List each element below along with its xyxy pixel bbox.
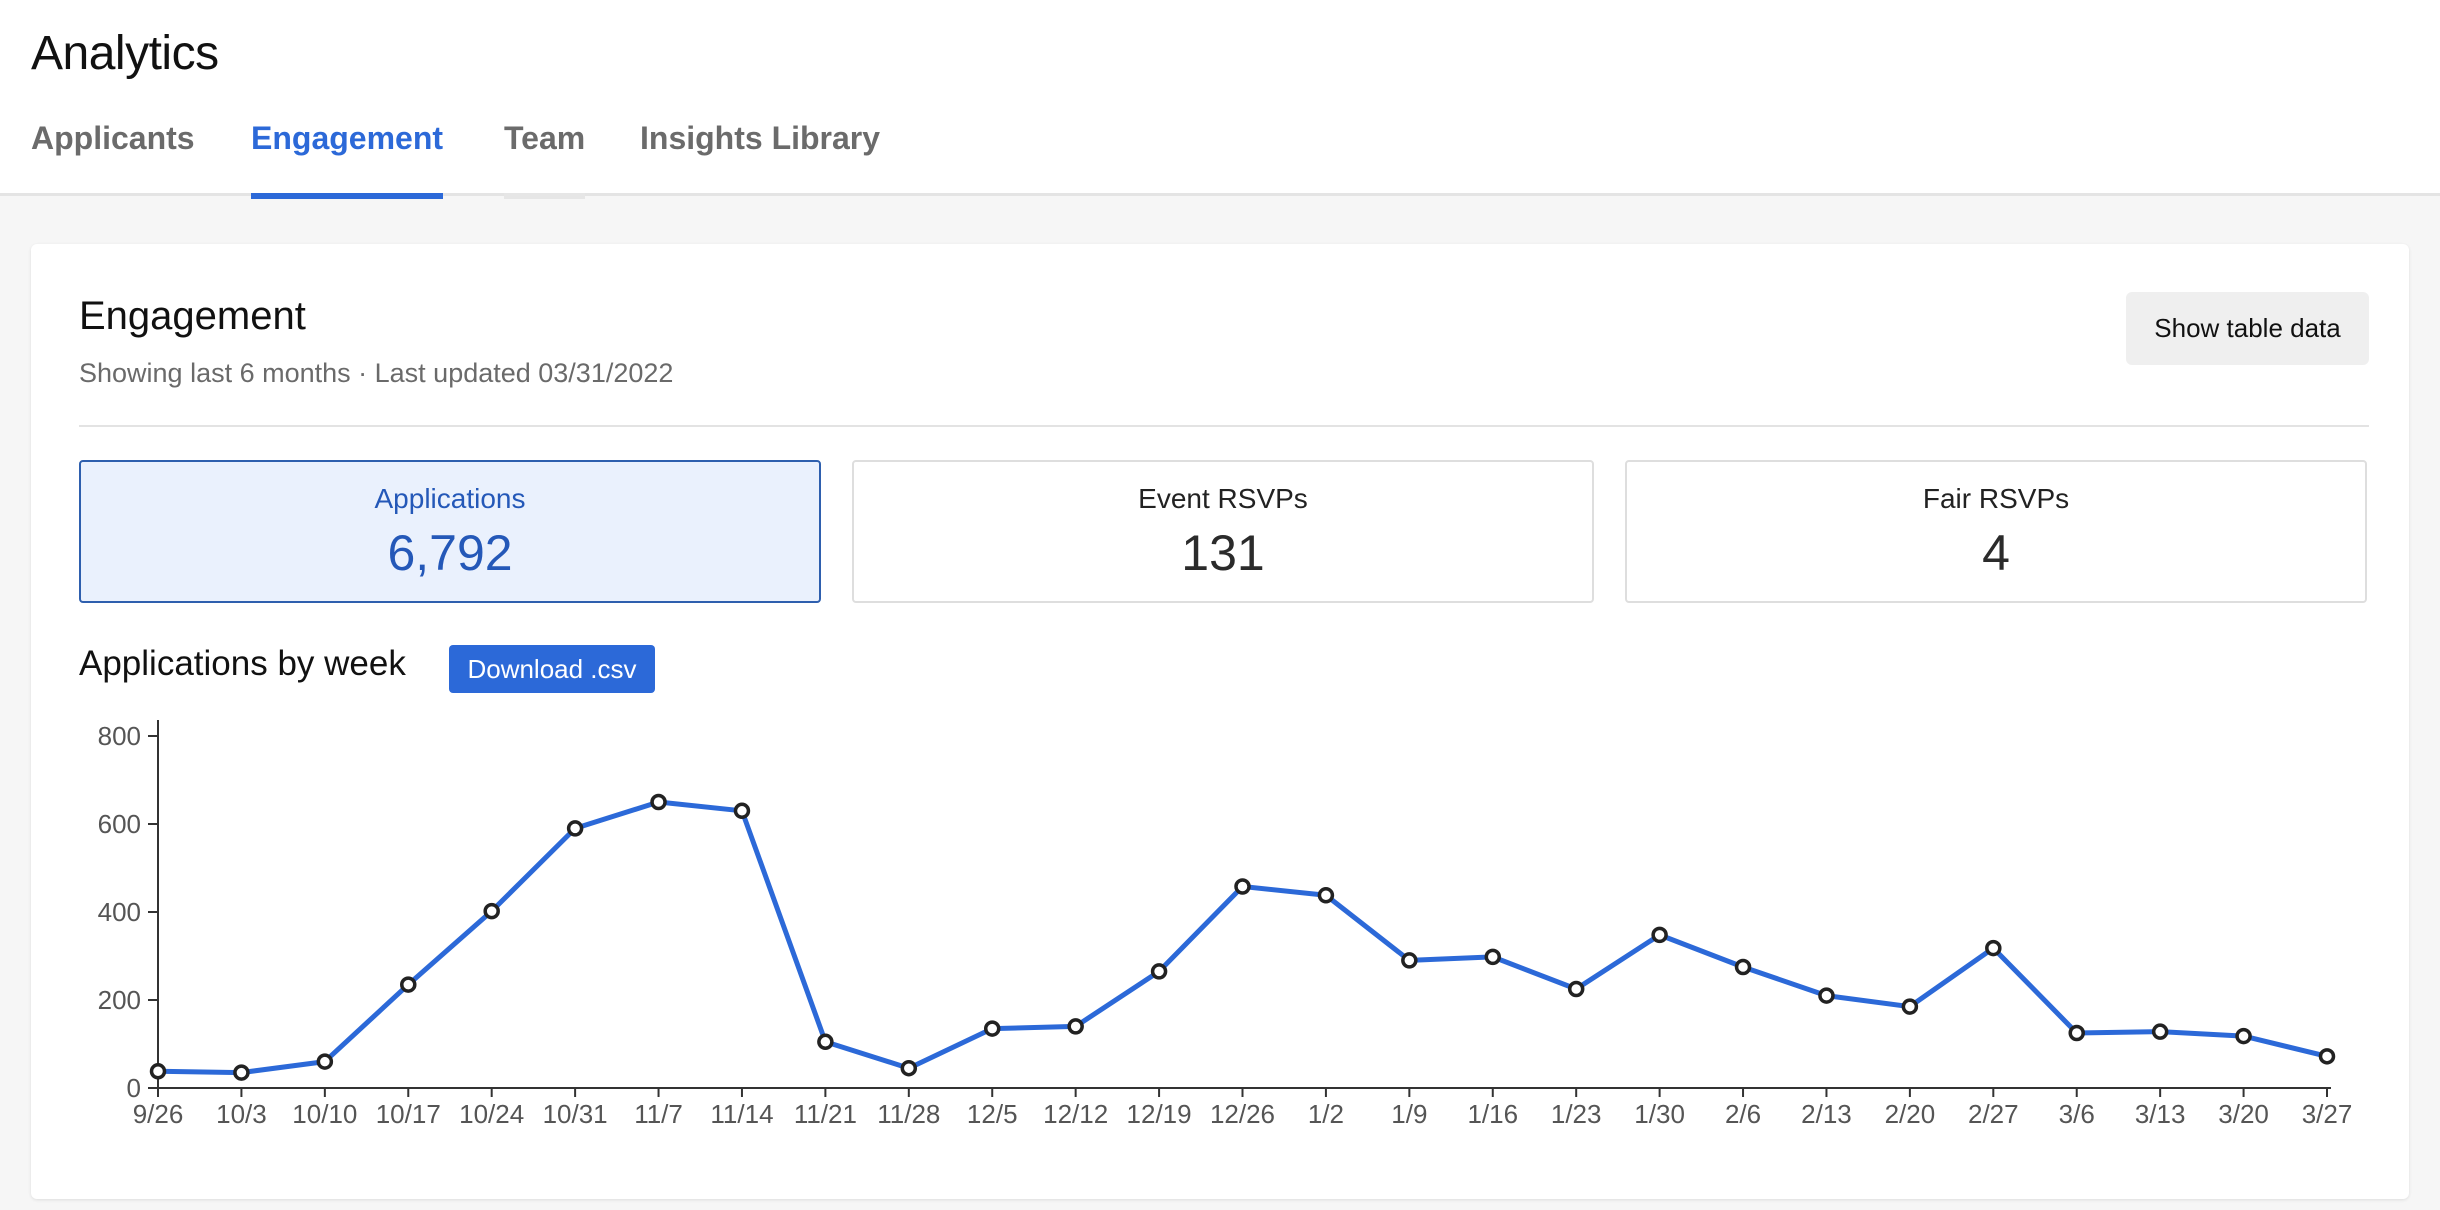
- x-tick-label: 2/13: [1801, 1099, 1852, 1129]
- stat-card-event-rsvps[interactable]: Event RSVPs 131: [852, 460, 1594, 603]
- data-point[interactable]: [233, 1064, 250, 1081]
- data-point[interactable]: [1985, 939, 2002, 957]
- data-point[interactable]: [400, 976, 417, 993]
- x-tick-label: 10/31: [543, 1099, 608, 1129]
- x-tick-label: 9/26: [133, 1099, 184, 1129]
- data-point[interactable]: [316, 1053, 334, 1070]
- x-tick-label: 10/3: [216, 1099, 267, 1129]
- tab-label: Engagement: [251, 120, 444, 156]
- section-title: Engagement: [79, 294, 306, 338]
- data-point[interactable]: [566, 820, 584, 837]
- chart-title: Applications by week: [79, 644, 406, 683]
- x-tick-label: 1/2: [1308, 1099, 1344, 1129]
- download-csv-button[interactable]: Download .csv: [449, 645, 655, 693]
- data-point[interactable]: [983, 1020, 1001, 1037]
- x-tick-label: 3/27: [2302, 1099, 2353, 1129]
- x-tick-label: 12/5: [967, 1099, 1018, 1129]
- data-point[interactable]: [650, 793, 667, 811]
- stat-value: 6,792: [387, 525, 513, 581]
- top-bar: Analytics Applicants Engagement Team Ins…: [0, 0, 2440, 199]
- data-point[interactable]: [1901, 998, 1919, 1015]
- y-tick-label: 400: [98, 897, 141, 927]
- x-tick-label: 10/10: [292, 1099, 357, 1129]
- x-tick-label: 1/30: [1634, 1099, 1685, 1129]
- data-point[interactable]: [1651, 926, 1668, 944]
- tab-engagement[interactable]: Engagement: [251, 120, 444, 199]
- data-point[interactable]: [1484, 948, 1502, 966]
- section-subtitle: Showing last 6 months · Last updated 03/…: [79, 358, 674, 388]
- stat-value: 131: [1181, 525, 1265, 581]
- stat-card-applications[interactable]: Applications 6,792: [79, 460, 821, 603]
- x-tick-label: 2/20: [1885, 1099, 1936, 1129]
- data-point[interactable]: [2151, 1023, 2169, 1040]
- stat-value: 4: [1982, 525, 2010, 581]
- x-tick-label: 11/7: [634, 1099, 683, 1129]
- page-title: Analytics: [31, 27, 219, 80]
- data-point[interactable]: [1567, 980, 1585, 998]
- data-point[interactable]: [2068, 1024, 2085, 1042]
- data-point[interactable]: [2235, 1027, 2252, 1045]
- data-point[interactable]: [733, 802, 751, 820]
- x-tick-label: 1/9: [1391, 1099, 1427, 1129]
- tab-label: Applicants: [31, 120, 195, 156]
- series-line-applications: [155, 799, 2330, 1076]
- tab-underline: [31, 193, 195, 199]
- data-point[interactable]: [1734, 958, 1752, 976]
- x-tick-label: 10/17: [376, 1099, 441, 1129]
- stat-card-fair-rsvps[interactable]: Fair RSVPs 4: [1625, 460, 2367, 603]
- data-point[interactable]: [149, 1063, 167, 1080]
- y-tick-label: 600: [98, 809, 141, 839]
- show-table-data-button[interactable]: Show table data: [2126, 292, 2369, 365]
- x-tick-label: 12/12: [1043, 1099, 1108, 1129]
- tab-team[interactable]: Team: [504, 120, 586, 199]
- data-point[interactable]: [2318, 1048, 2336, 1065]
- tab-insights-library[interactable]: Insights Library: [640, 120, 880, 196]
- x-tick-label: 11/28: [877, 1099, 940, 1129]
- stat-label: Event RSVPs: [1138, 483, 1308, 514]
- x-tick-label: 12/26: [1210, 1099, 1275, 1129]
- x-tick-label: 1/23: [1551, 1099, 1602, 1129]
- x-tick-label: 3/13: [2135, 1099, 2186, 1129]
- stat-label: Applications: [374, 483, 526, 514]
- data-point[interactable]: [1067, 1018, 1084, 1035]
- x-tick-label: 2/27: [1968, 1099, 2019, 1129]
- x-tick-label: 11/21: [794, 1099, 857, 1129]
- tab-applicants[interactable]: Applicants: [31, 120, 195, 196]
- tab-underline: [640, 193, 880, 199]
- y-tick-label: 800: [98, 721, 141, 751]
- x-tick-label: 11/14: [710, 1099, 773, 1129]
- x-tick-label: 10/24: [459, 1099, 524, 1129]
- data-point[interactable]: [817, 1033, 834, 1051]
- y-tick-label: 200: [98, 985, 141, 1015]
- y-tick-label: 0: [127, 1073, 141, 1103]
- tab-underline: [504, 193, 586, 199]
- engagement-card: Engagement Showing last 6 months · Last …: [31, 244, 2409, 1199]
- divider: [79, 425, 2369, 427]
- tab-label: Insights Library: [640, 120, 881, 156]
- data-point[interactable]: [1818, 987, 1835, 1004]
- data-point[interactable]: [1234, 878, 1251, 895]
- x-tick-label: 2/6: [1725, 1099, 1761, 1129]
- data-point[interactable]: [1401, 952, 1418, 969]
- x-tick-label: 3/20: [2218, 1099, 2269, 1129]
- tab-label: Team: [504, 120, 586, 156]
- x-tick-label: 12/19: [1127, 1099, 1192, 1129]
- tab-underline: [251, 193, 444, 199]
- data-point[interactable]: [483, 902, 500, 920]
- stat-label: Fair RSVPs: [1922, 483, 2070, 514]
- data-point[interactable]: [1317, 887, 1335, 904]
- x-tick-label: 1/16: [1467, 1099, 1518, 1129]
- x-tick-label: 3/6: [2059, 1099, 2095, 1129]
- data-point[interactable]: [900, 1059, 918, 1077]
- data-point[interactable]: [1150, 963, 1168, 980]
